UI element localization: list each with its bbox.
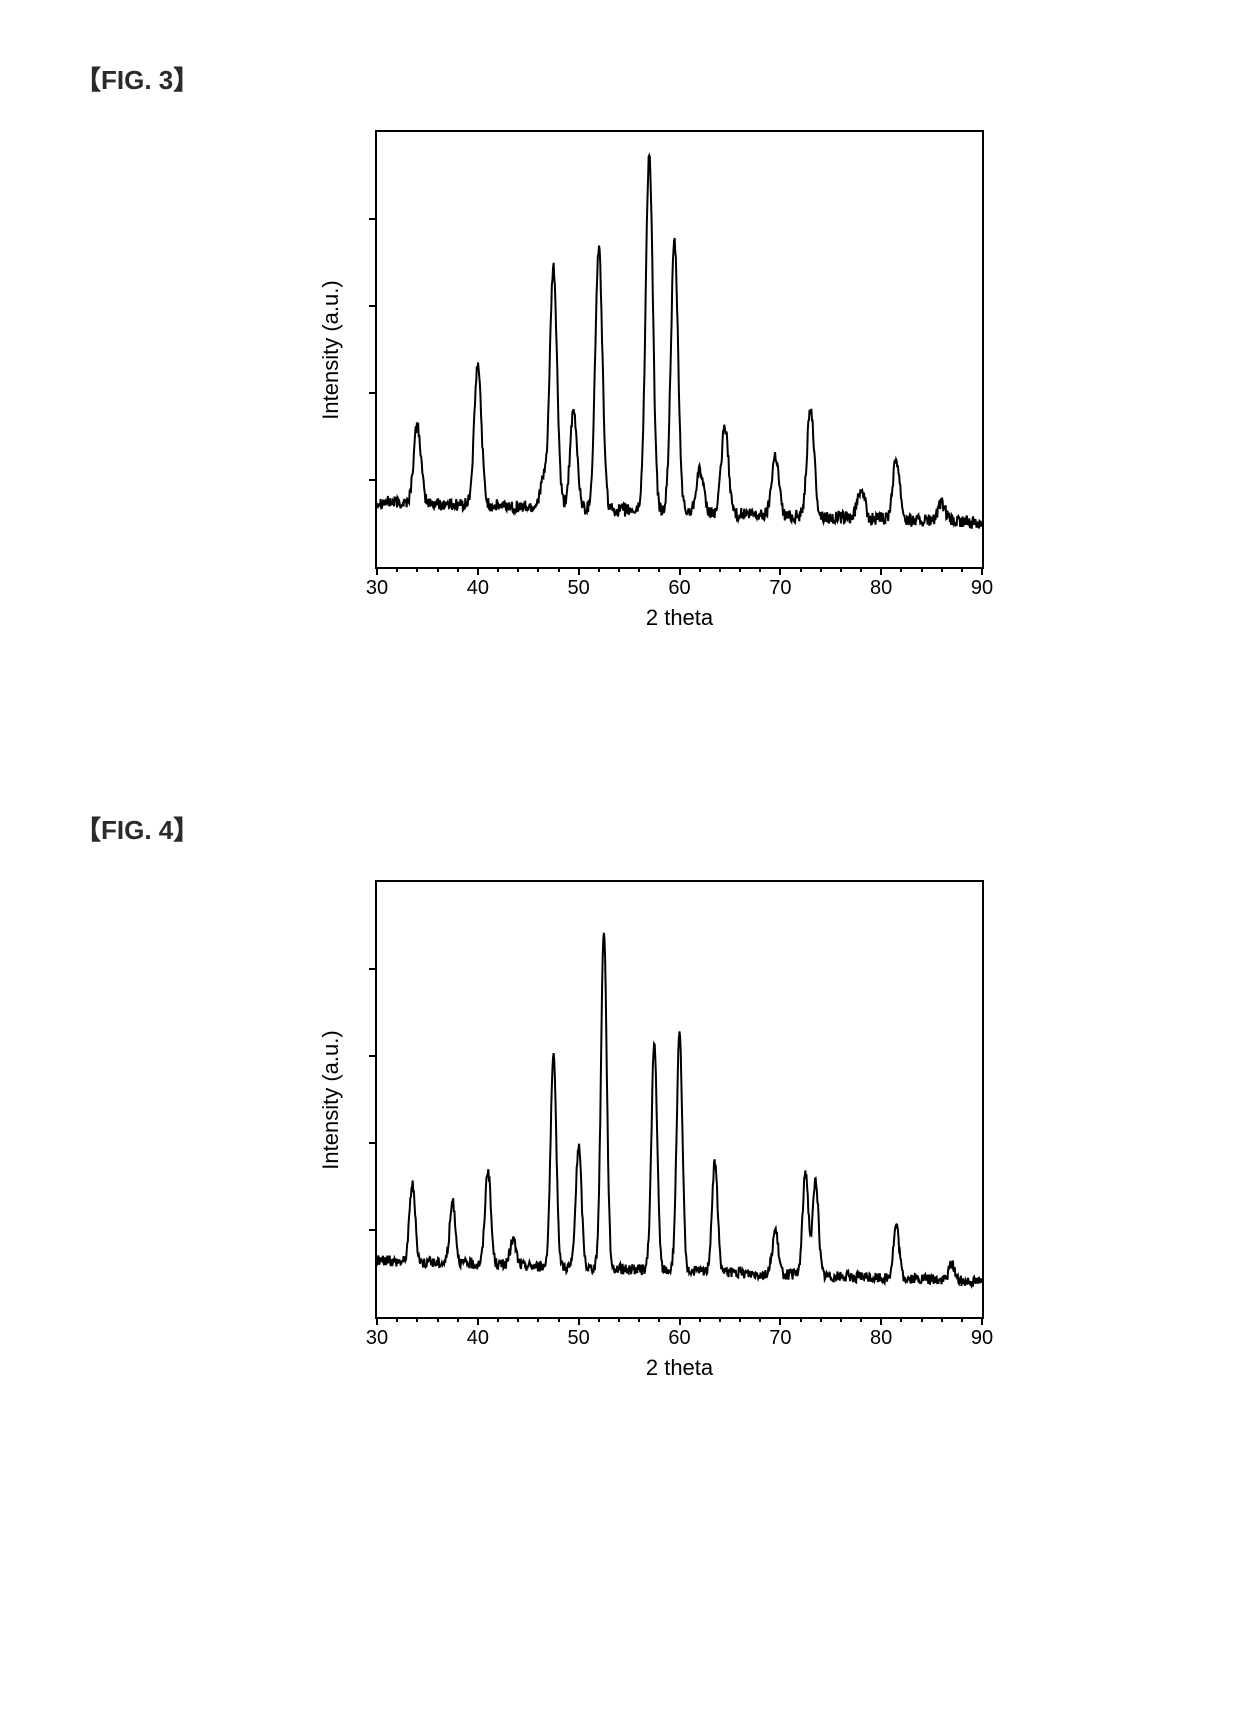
fig4-x-axis-title: 2 theta [646, 1355, 713, 1381]
fig4-trace [377, 882, 982, 1317]
fig4-ytick [369, 1229, 377, 1231]
fig3-xminortick [860, 567, 862, 572]
fig4-ytick [369, 1055, 377, 1057]
fig4-xminortick [961, 1317, 963, 1322]
fig4-xminortick [840, 1317, 842, 1322]
fig4-xtick [679, 1317, 681, 1325]
fig3-xminortick [739, 567, 741, 572]
fig4-xtick-label: 80 [870, 1327, 892, 1350]
fig3-xminortick [517, 567, 519, 572]
fig3-xtick [376, 567, 378, 575]
fig3-xminortick [497, 567, 499, 572]
fig4-xminortick [699, 1317, 701, 1322]
fig4-xtick-label: 70 [769, 1327, 791, 1350]
fig3-xminortick [658, 567, 660, 572]
fig4-xminortick [598, 1317, 600, 1322]
fig4-xtick [477, 1317, 479, 1325]
fig3-xminortick [699, 567, 701, 572]
fig3-xminortick [941, 567, 943, 572]
fig3-xminortick [618, 567, 620, 572]
fig3-xtick [779, 567, 781, 575]
fig3-xtick [679, 567, 681, 575]
fig3-xminortick [961, 567, 963, 572]
fig4-y-axis-title: Intensity (a.u.) [318, 1030, 344, 1169]
fig4-xtick [981, 1317, 983, 1325]
fig4-label: 【FIG. 4】 [75, 810, 199, 847]
fig4-xtick-label: 60 [668, 1327, 690, 1350]
fig4-xminortick [638, 1317, 640, 1322]
fig3-ytick [369, 479, 377, 481]
fig4-xminortick [416, 1317, 418, 1322]
fig3-xminortick [598, 567, 600, 572]
fig3-xtick-label: 30 [366, 577, 388, 600]
fig4-xminortick [457, 1317, 459, 1322]
fig4-xtick-label: 40 [467, 1327, 489, 1350]
fig4-ytick [369, 1142, 377, 1144]
fig3-y-axis-title: Intensity (a.u.) [318, 280, 344, 419]
fig4-xminortick [537, 1317, 539, 1322]
fig3-ytick [369, 392, 377, 394]
fig4-xminortick [517, 1317, 519, 1322]
fig3-xtick-label: 60 [668, 577, 690, 600]
fig4-xminortick [759, 1317, 761, 1322]
fig3-xtick-label: 70 [769, 577, 791, 600]
fig4-xminortick [558, 1317, 560, 1322]
fig4-xminortick [739, 1317, 741, 1322]
fig4-ytick [369, 968, 377, 970]
fig3-xtick-label: 80 [870, 577, 892, 600]
fig3-xminortick [638, 567, 640, 572]
fig3-xminortick [537, 567, 539, 572]
fig4-xminortick [437, 1317, 439, 1322]
fig3-plot-area: Intensity (a.u.) 2 theta 30405060708090 [375, 130, 984, 569]
fig4-xtick-label: 90 [971, 1327, 993, 1350]
fig3-xminortick [900, 567, 902, 572]
fig4-plot-area: Intensity (a.u.) 2 theta 30405060708090 [375, 880, 984, 1319]
fig3-x-axis-title: 2 theta [646, 605, 713, 631]
fig4-xminortick [921, 1317, 923, 1322]
fig3-xtick-label: 90 [971, 577, 993, 600]
fig3-xtick [880, 567, 882, 575]
fig3-xminortick [416, 567, 418, 572]
fig3-xtick-label: 50 [568, 577, 590, 600]
fig3-xtick [981, 567, 983, 575]
fig3-xminortick [840, 567, 842, 572]
fig4-xminortick [820, 1317, 822, 1322]
fig4-xminortick [941, 1317, 943, 1322]
fig4-chart: Intensity (a.u.) 2 theta 30 40 50 60 70 80 90 [300, 870, 1000, 1410]
fig4-xtick [578, 1317, 580, 1325]
fig3-trace [377, 132, 982, 567]
fig3-chart: Intensity (a.u.) 2 theta 30 40 50 60 70 80 90 [300, 120, 1000, 660]
fig4-xminortick [396, 1317, 398, 1322]
fig3-xminortick [719, 567, 721, 572]
fig3-ytick [369, 305, 377, 307]
fig4-xtick-label: 30 [366, 1327, 388, 1350]
fig4-xminortick [860, 1317, 862, 1322]
fig4-xminortick [658, 1317, 660, 1322]
fig3-xminortick [800, 567, 802, 572]
fig3-xtick-label: 40 [467, 577, 489, 600]
fig3-xminortick [558, 567, 560, 572]
fig4-xminortick [800, 1317, 802, 1322]
fig3-label: 【FIG. 3】 [75, 60, 199, 97]
fig4-xtick [376, 1317, 378, 1325]
fig3-xminortick [396, 567, 398, 572]
fig4-xtick [779, 1317, 781, 1325]
fig3-xminortick [457, 567, 459, 572]
fig3-xminortick [921, 567, 923, 572]
fig3-xminortick [759, 567, 761, 572]
fig4-xtick [880, 1317, 882, 1325]
fig4-xtick-label: 50 [568, 1327, 590, 1350]
fig4-xminortick [618, 1317, 620, 1322]
fig3-xtick [477, 567, 479, 575]
fig4-xminortick [900, 1317, 902, 1322]
fig4-xminortick [719, 1317, 721, 1322]
fig4-xminortick [497, 1317, 499, 1322]
page: 【FIG. 3】 Intensity (a.u.) 2 theta 30 40 50… [0, 0, 1240, 1724]
fig3-xminortick [820, 567, 822, 572]
fig3-ytick [369, 218, 377, 220]
fig3-xtick [578, 567, 580, 575]
fig3-xminortick [437, 567, 439, 572]
